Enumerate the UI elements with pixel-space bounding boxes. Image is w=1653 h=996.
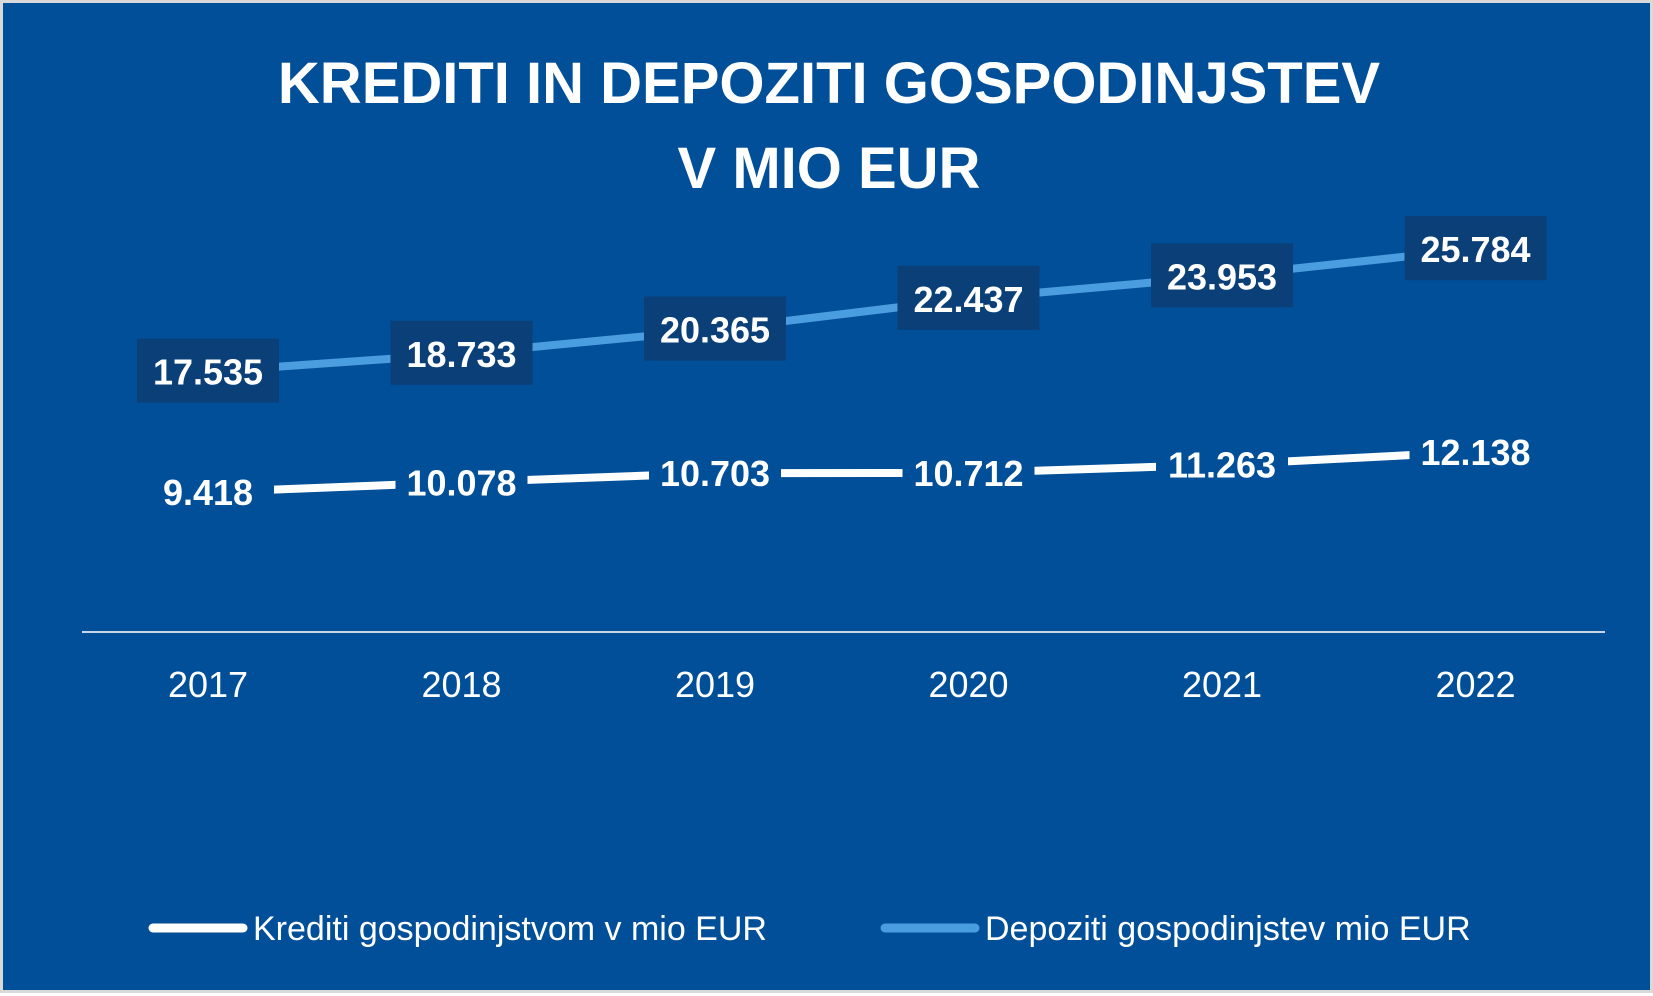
data-label-value: 25.784 xyxy=(1420,229,1530,270)
data-label: 10.078 xyxy=(395,454,528,507)
legend-item: Krediti gospodinjstvom v mio EUR xyxy=(148,910,767,948)
data-label: 12.138 xyxy=(1409,423,1542,476)
data-label-value: 20.365 xyxy=(660,310,770,351)
data-label-backdrop xyxy=(1156,436,1288,489)
data-label-value: 10.078 xyxy=(406,462,516,503)
x-tick-label: 2020 xyxy=(928,664,1008,705)
data-label-box xyxy=(1404,216,1547,281)
data-label: 23.953 xyxy=(1151,243,1293,308)
data-labels: 9.418 10.078 10.703 10.712 11.263 12.138 17.53… xyxy=(137,216,1547,517)
data-label-value: 12.138 xyxy=(1420,432,1530,473)
data-label: 11.263 xyxy=(1156,436,1288,489)
data-label-value: 11.263 xyxy=(1168,445,1276,486)
chart-subtitle: V MIO EUR xyxy=(678,136,981,201)
data-label-value: 22.437 xyxy=(913,279,1023,320)
data-label: 20.365 xyxy=(644,296,786,361)
data-label-backdrop xyxy=(395,454,528,507)
data-label-value: 10.712 xyxy=(913,453,1023,494)
data-label-box xyxy=(644,296,786,361)
legend: Krediti gospodinjstvom v mio EUR Depoziti… xyxy=(148,910,1471,948)
x-tick-label: 2017 xyxy=(168,664,248,705)
data-label-box xyxy=(1151,243,1293,308)
data-label: 18.733 xyxy=(390,320,533,385)
data-label-box xyxy=(137,338,279,403)
data-label: 25.784 xyxy=(1404,216,1547,281)
line-chart: KREDITI IN DEPOZITI GOSPODINJSTEV V MIO … xyxy=(82,51,1605,948)
data-label-box xyxy=(390,320,533,385)
legend-item: Depoziti gospodinjstev mio EUR xyxy=(880,910,1471,948)
x-tick-label: 2022 xyxy=(1435,664,1515,705)
legend-label: Krediti gospodinjstvom v mio EUR xyxy=(253,910,767,948)
data-label-backdrop xyxy=(649,445,781,498)
data-label-value: 23.953 xyxy=(1167,256,1277,297)
x-tick-label: 2018 xyxy=(421,664,501,705)
x-tick-label: 2019 xyxy=(675,664,755,705)
data-label-value: 10.703 xyxy=(660,453,770,494)
data-label-box xyxy=(897,265,1040,330)
data-label-value: 17.535 xyxy=(153,352,263,393)
data-label: 22.437 xyxy=(897,265,1040,330)
data-label-value: 9.418 xyxy=(163,472,253,513)
data-label-backdrop xyxy=(142,464,274,517)
x-axis-ticks: 2017 2018 2019 2020 2021 2022 xyxy=(168,664,1516,705)
data-label: 10.703 xyxy=(649,445,781,498)
data-label-value: 18.733 xyxy=(406,334,516,375)
chart-title: KREDITI IN DEPOZITI GOSPODINJSTEV xyxy=(278,51,1380,116)
legend-label: Depoziti gospodinjstev mio EUR xyxy=(985,910,1471,948)
data-label-backdrop xyxy=(1409,423,1542,476)
data-label: 17.535 xyxy=(137,338,279,403)
data-label: 9.418 xyxy=(142,464,274,517)
data-label: 10.712 xyxy=(902,444,1035,497)
data-label-backdrop xyxy=(902,444,1035,497)
x-tick-label: 2021 xyxy=(1182,664,1262,705)
